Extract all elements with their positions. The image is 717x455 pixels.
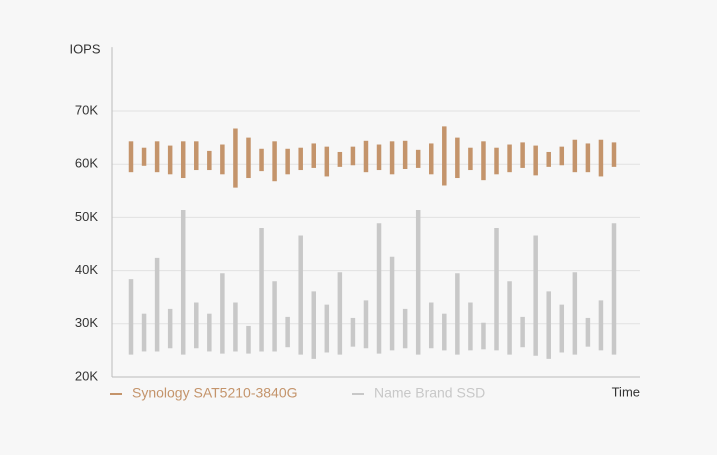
y-tick-label: 50K [75,209,98,224]
y-axis-label: IOPS [69,41,100,56]
legend-label: Synology SAT5210-3840G [132,385,298,401]
y-tick-label: 70K [75,102,98,117]
legend-label: Name Brand SSD [374,385,485,401]
y-tick-label: 40K [75,262,98,277]
x-axis-label: Time [612,384,640,399]
y-tick-label: 30K [75,315,98,330]
y-tick-label: 20K [75,368,98,383]
y-tick-label: 60K [75,156,98,171]
